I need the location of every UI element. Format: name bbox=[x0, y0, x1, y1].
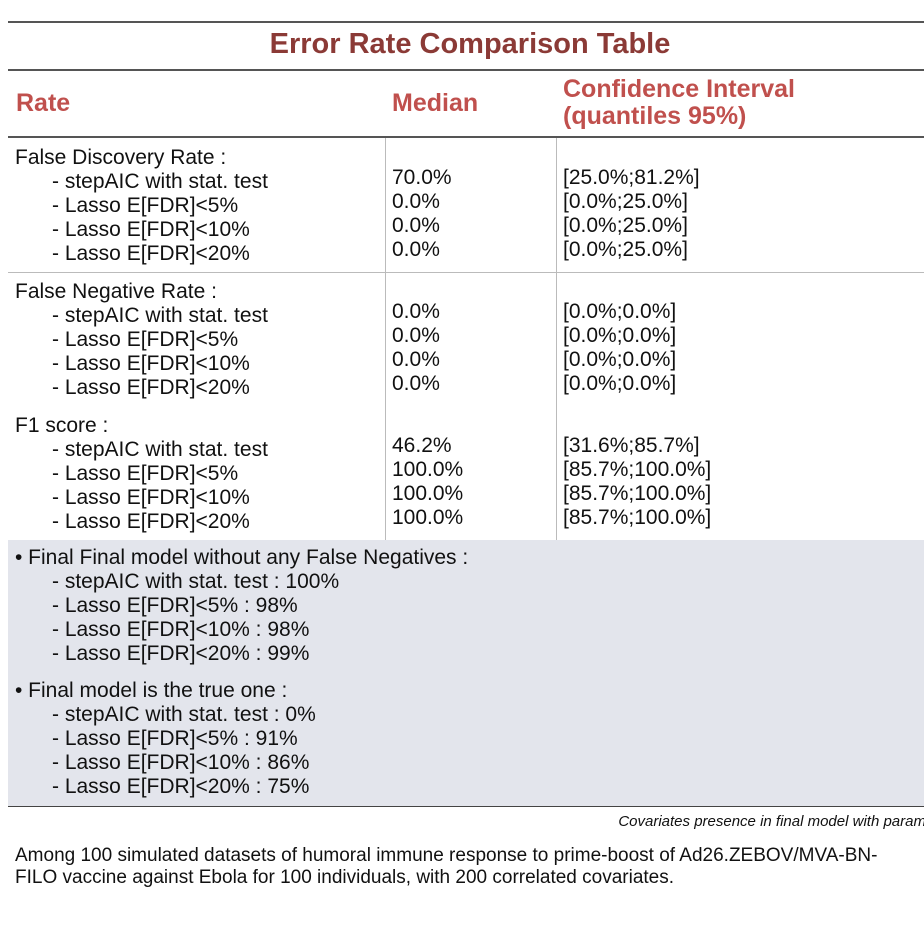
median: 100.0% bbox=[392, 458, 464, 481]
row-name: - Lasso E[FDR]<5% bbox=[52, 462, 239, 485]
note-title: • Final model is the true one : bbox=[15, 679, 288, 702]
section-label: False Discovery Rate : bbox=[15, 146, 227, 169]
confidence-interval: [0.0%;0.0%] bbox=[563, 324, 677, 347]
confidence-interval: [85.7%;100.0%] bbox=[563, 482, 712, 505]
column-header: Rate bbox=[16, 89, 71, 117]
median: 100.0% bbox=[392, 506, 464, 529]
section-label: F1 score : bbox=[15, 414, 109, 437]
confidence-interval: [0.0%;25.0%] bbox=[563, 238, 688, 261]
note-item: - Lasso E[FDR]<5% : 98% bbox=[52, 594, 298, 617]
rule bbox=[8, 136, 924, 138]
row-name: - Lasso E[FDR]<20% bbox=[52, 510, 250, 533]
notes-box bbox=[8, 540, 924, 806]
table-title: Error Rate Comparison Table bbox=[269, 28, 671, 60]
note-item: - Lasso E[FDR]<20% : 99% bbox=[52, 642, 310, 665]
row-name: - stepAIC with stat. test bbox=[52, 304, 268, 327]
median: 0.0% bbox=[392, 372, 440, 395]
median: 0.0% bbox=[392, 190, 440, 213]
confidence-interval: [0.0%;25.0%] bbox=[563, 214, 688, 237]
rule bbox=[8, 806, 924, 807]
column-rule bbox=[556, 138, 557, 540]
note-title: • Final Final model without any False Ne… bbox=[15, 546, 469, 569]
confidence-interval: [0.0%;25.0%] bbox=[563, 190, 688, 213]
rule bbox=[8, 21, 924, 23]
confidence-interval: [85.7%;100.0%] bbox=[563, 506, 712, 529]
column-rule bbox=[385, 138, 386, 540]
rule bbox=[8, 69, 924, 71]
column-header: Confidence Interval (quantiles 95%) bbox=[563, 75, 795, 130]
confidence-interval: [31.6%;85.7%] bbox=[563, 434, 700, 457]
note-item: - stepAIC with stat. test : 100% bbox=[52, 570, 340, 593]
row-name: - Lasso E[FDR]<10% bbox=[52, 486, 250, 509]
note-item: - Lasso E[FDR]<10% : 98% bbox=[52, 618, 310, 641]
row-name: - Lasso E[FDR]<20% bbox=[52, 242, 250, 265]
note-item: - stepAIC with stat. test : 0% bbox=[52, 703, 316, 726]
row-name: - Lasso E[FDR]<5% bbox=[52, 194, 239, 217]
row-name: - Lasso E[FDR]<10% bbox=[52, 218, 250, 241]
row-name: - stepAIC with stat. test bbox=[52, 170, 268, 193]
confidence-interval: [85.7%;100.0%] bbox=[563, 458, 712, 481]
confidence-interval: [0.0%;0.0%] bbox=[563, 372, 677, 395]
median: 0.0% bbox=[392, 348, 440, 371]
median: 0.0% bbox=[392, 300, 440, 323]
row-name: - Lasso E[FDR]<20% bbox=[52, 376, 250, 399]
median: 70.0% bbox=[392, 166, 452, 189]
confidence-interval: [0.0%;0.0%] bbox=[563, 300, 677, 323]
confidence-interval: [0.0%;0.0%] bbox=[563, 348, 677, 371]
confidence-interval: [25.0%;81.2%] bbox=[563, 166, 700, 189]
note-item: - Lasso E[FDR]<20% : 75% bbox=[52, 775, 310, 798]
row-name: - stepAIC with stat. test bbox=[52, 438, 268, 461]
footnote: Among 100 simulated datasets of humoral … bbox=[15, 845, 878, 888]
median: 100.0% bbox=[392, 482, 464, 505]
median: 0.0% bbox=[392, 238, 440, 261]
median: 0.0% bbox=[392, 324, 440, 347]
note-item: - Lasso E[FDR]<5% : 91% bbox=[52, 727, 298, 750]
section-label: False Negative Rate : bbox=[15, 280, 217, 303]
caption: Covariates presence in final model with … bbox=[618, 813, 924, 830]
rule bbox=[8, 272, 924, 273]
median: 46.2% bbox=[392, 434, 452, 457]
row-name: - Lasso E[FDR]<5% bbox=[52, 328, 239, 351]
note-item: - Lasso E[FDR]<10% : 86% bbox=[52, 751, 310, 774]
column-header: Median bbox=[392, 89, 479, 117]
median: 0.0% bbox=[392, 214, 440, 237]
row-name: - Lasso E[FDR]<10% bbox=[52, 352, 250, 375]
